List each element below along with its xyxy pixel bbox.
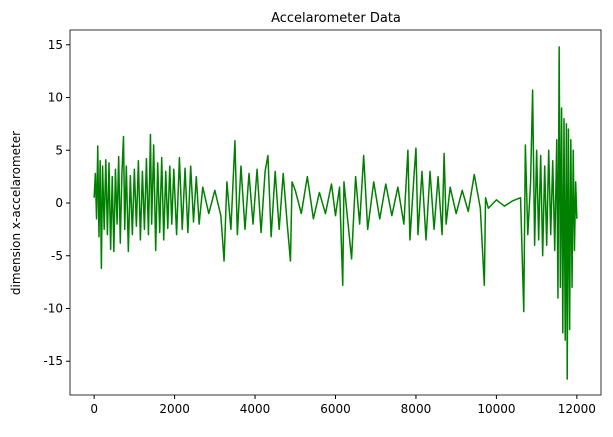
- x-tick-label: 2000: [159, 402, 190, 416]
- y-tick-label: -5: [51, 249, 63, 263]
- y-tick-label: -15: [43, 354, 63, 368]
- x-tick-label: 8000: [401, 402, 432, 416]
- y-axis-label: dimension x-accelarometer: [9, 131, 23, 295]
- plot-frame: [69, 29, 602, 396]
- y-tick-label: -10: [43, 301, 63, 315]
- x-tick-label: 10000: [477, 402, 515, 416]
- y-tick-label: 15: [48, 38, 63, 52]
- chart-title: Accelarometer Data: [271, 11, 401, 26]
- y-tick-label: 0: [55, 196, 63, 210]
- x-tick-label: 4000: [240, 402, 271, 416]
- x-tick-label: 0: [90, 402, 98, 416]
- x-tick-label: 6000: [320, 402, 351, 416]
- y-tick-label: 5: [55, 143, 63, 157]
- x-tick-label: 12000: [558, 402, 596, 416]
- y-tick-label: 10: [48, 91, 63, 105]
- data-line: [93, 46, 578, 380]
